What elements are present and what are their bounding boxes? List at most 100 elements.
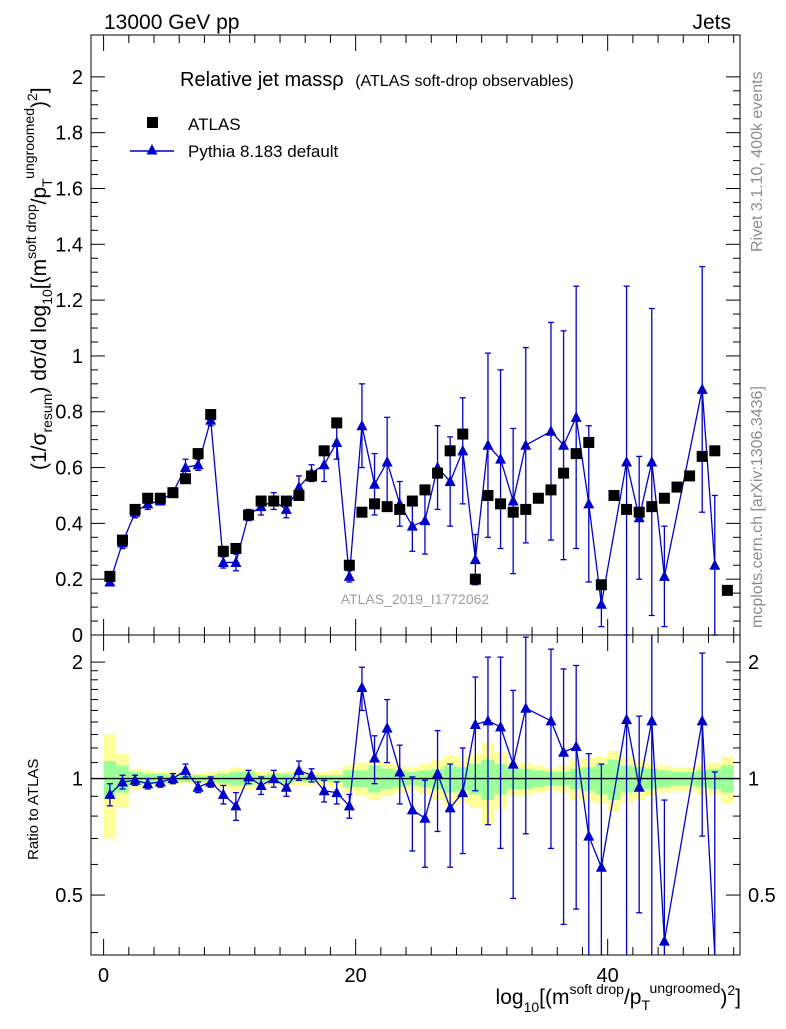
ratio-point <box>255 779 267 790</box>
ratio-point <box>444 801 456 813</box>
atlas-point <box>268 495 280 507</box>
atlas-point <box>192 448 204 460</box>
mc-point <box>293 481 305 492</box>
mc-point <box>558 439 570 450</box>
atlas-point <box>671 481 683 493</box>
mc-point <box>709 559 721 570</box>
mc-point <box>457 444 469 456</box>
atlas-point <box>381 501 393 513</box>
atlas-point <box>507 506 519 518</box>
mc-point <box>658 570 670 581</box>
watermark: ATLAS_2019_I1772062 <box>341 591 490 607</box>
mc-point <box>482 439 494 450</box>
main-title: Relative jet massρ (ATLAS soft-drop obse… <box>180 69 574 91</box>
atlas-point <box>469 573 481 585</box>
atlas-point <box>142 492 154 504</box>
mc-point <box>419 514 431 526</box>
atlas-point <box>255 495 267 507</box>
mc-point <box>545 425 557 436</box>
atlas-point <box>482 489 494 501</box>
main-panel: ATLAS_2019_I1772062 0 0.2 0.4 0.6 0.8 1 1.2 1.4… <box>21 34 741 647</box>
atlas-point <box>457 428 469 440</box>
ratio-point <box>268 772 280 784</box>
atlas-point <box>608 489 620 501</box>
ratio-xtick-label: 0 <box>98 965 109 987</box>
ratio-point <box>306 769 318 780</box>
ratio-ytick-label-right: 2 <box>748 652 759 674</box>
atlas-point <box>696 450 708 462</box>
legend-mc-label: Pythia 8.183 default <box>188 142 339 161</box>
atlas-point <box>583 436 595 448</box>
ratio-point <box>318 784 330 796</box>
mc-point <box>180 461 192 473</box>
atlas-point <box>406 495 418 507</box>
atlas-point <box>180 473 192 485</box>
ratio-point <box>658 935 670 946</box>
ratio-ytick-label: 1 <box>72 769 83 791</box>
main-ytick-label: 0.4 <box>55 513 83 535</box>
main-ytick-label: 0 <box>72 625 83 647</box>
main-ytick-label: 2 <box>72 67 83 89</box>
mc-point <box>356 419 368 431</box>
ratio-point <box>595 861 607 872</box>
atlas-point <box>684 470 696 482</box>
mc-point <box>469 553 481 565</box>
mc-point <box>444 475 456 487</box>
title-subtitle: (ATLAS soft-drop observables) <box>355 73 573 90</box>
ratio-point <box>432 767 444 779</box>
main-ytick-label: 0.8 <box>55 402 83 424</box>
ratio-point <box>142 777 154 789</box>
main-plot-marks <box>104 265 733 636</box>
atlas-point <box>495 498 507 510</box>
ratio-xtick-label: 20 <box>345 965 367 987</box>
atlas-point <box>658 492 670 504</box>
mc-point <box>495 453 507 464</box>
ratio-ytick-label-right: 1 <box>748 769 759 791</box>
atlas-point <box>520 503 532 515</box>
mc-point <box>331 436 343 447</box>
ratio-point <box>633 781 645 792</box>
ratio-point <box>343 799 355 811</box>
mc-point <box>583 497 595 509</box>
atlas-point <box>633 506 645 518</box>
atlas-point <box>570 448 582 460</box>
ratio-frame <box>90 634 741 956</box>
ratio-band-inner <box>103 761 117 799</box>
ratio-point <box>356 681 368 692</box>
main-ylabel: (1/σresum) dσ/d log10[(msoft drop/pTungr… <box>21 87 55 470</box>
atlas-point <box>621 503 633 515</box>
ratio-point <box>419 812 431 823</box>
ratio-point <box>394 765 406 777</box>
atlas-point <box>709 445 721 457</box>
ratio-point <box>469 718 481 729</box>
mc-point <box>520 439 532 450</box>
ratio-point <box>180 764 192 775</box>
ratio-point <box>558 746 570 757</box>
ratio-point <box>507 758 519 769</box>
ratio-point <box>205 775 217 787</box>
ratio-point <box>369 752 381 763</box>
atlas-point <box>721 584 733 596</box>
ratio-point <box>457 786 469 798</box>
ratio-point <box>280 781 292 792</box>
title-text: Relative jet massρ <box>180 69 344 91</box>
atlas-point <box>230 542 242 554</box>
ratio-ytick-label: 2 <box>72 652 83 674</box>
mc-point <box>646 455 658 467</box>
ratio-point <box>495 720 507 732</box>
atlas-point <box>558 467 570 479</box>
mc-point <box>406 520 418 531</box>
legend: ATLAS Pythia 8.183 default <box>130 115 339 161</box>
mc-point <box>217 556 229 567</box>
legend-atlas-marker <box>147 117 158 128</box>
ratio-point <box>570 740 582 752</box>
ratio-point <box>646 714 658 726</box>
mc-point <box>621 455 633 467</box>
ratio-point <box>583 830 595 841</box>
atlas-point <box>432 467 444 479</box>
atlas-point <box>280 495 292 507</box>
ratio-point <box>545 714 557 726</box>
ratio-point <box>129 774 141 785</box>
atlas-point <box>243 509 255 521</box>
